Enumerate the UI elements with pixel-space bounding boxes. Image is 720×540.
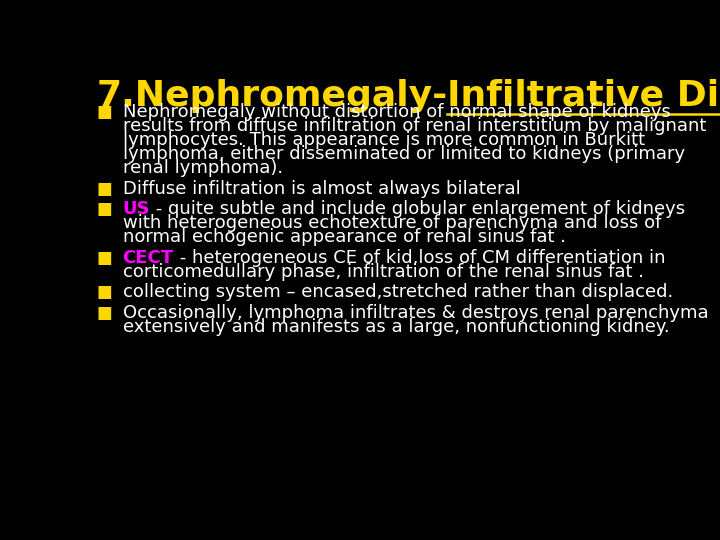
Text: ■: ■ bbox=[97, 284, 113, 301]
Text: Diffuse infiltration is almost always bilateral: Diffuse infiltration is almost always bi… bbox=[122, 179, 521, 198]
Text: - heterogeneous CE of kid,loss of CM differentiation in: - heterogeneous CE of kid,loss of CM dif… bbox=[174, 249, 665, 267]
Text: US: US bbox=[122, 200, 150, 218]
Text: results from diffuse infiltration of renal interstitium by malignant: results from diffuse infiltration of ren… bbox=[122, 117, 706, 135]
Text: lymphoma, either disseminated or limited to kidneys (primary: lymphoma, either disseminated or limited… bbox=[122, 145, 685, 163]
Text: collecting system – encased,stretched rather than displaced.: collecting system – encased,stretched ra… bbox=[122, 284, 672, 301]
Text: corticomedullary phase, infiltration of the renal sinus fat .: corticomedullary phase, infiltration of … bbox=[122, 262, 644, 281]
Text: ■: ■ bbox=[97, 179, 113, 198]
Text: Nephromegaly without distortion of normal shape of kidneys: Nephromegaly without distortion of norma… bbox=[122, 103, 670, 122]
Text: ■: ■ bbox=[97, 200, 113, 218]
Text: normal echogenic appearance of renal sinus fat .: normal echogenic appearance of renal sin… bbox=[122, 228, 565, 246]
Text: ■: ■ bbox=[97, 249, 113, 267]
Text: renal lymphoma).: renal lymphoma). bbox=[122, 159, 283, 177]
Text: Infiltrative Disease: Infiltrative Disease bbox=[447, 79, 720, 113]
Text: with heterogeneous echotexture of parenchyma and loss of: with heterogeneous echotexture of parenc… bbox=[122, 214, 661, 232]
Text: CECT: CECT bbox=[122, 249, 174, 267]
Text: extensively and manifests as a large, nonfunctioning kidney.: extensively and manifests as a large, no… bbox=[122, 318, 669, 336]
Text: - quite subtle and include globular enlargement of kidneys: - quite subtle and include globular enla… bbox=[150, 200, 685, 218]
Text: ■: ■ bbox=[97, 103, 113, 122]
Text: ■: ■ bbox=[97, 304, 113, 322]
Text: lymphocytes. This appearance is more common in Burkitt: lymphocytes. This appearance is more com… bbox=[122, 131, 644, 149]
Text: 7.Nephromegaly-: 7.Nephromegaly- bbox=[96, 79, 447, 113]
Text: Occasionally, lymphoma infiltrates & destroys renal parenchyma: Occasionally, lymphoma infiltrates & des… bbox=[122, 304, 708, 322]
